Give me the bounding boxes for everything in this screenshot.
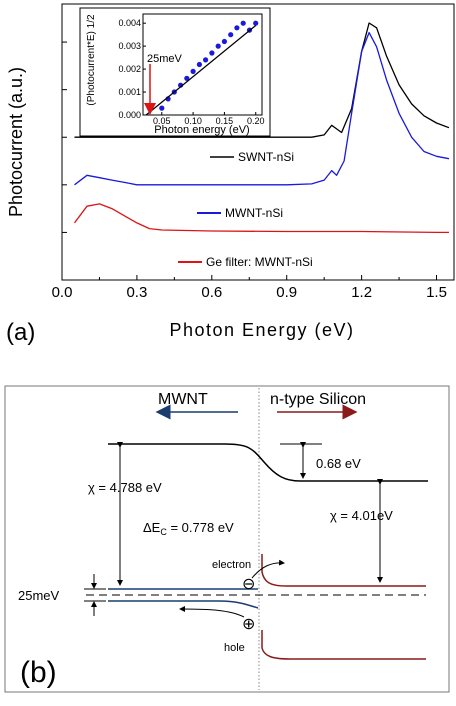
panel-b-frame (4, 385, 450, 693)
inset-x-tick-label: 0.05 (153, 116, 171, 126)
hole-symbol: ⊕ (242, 616, 255, 633)
inset-data-point (228, 32, 234, 38)
y-axis-label: Photocurrent (a.u.) (6, 67, 26, 217)
inset-y-tick-label: 0.004 (118, 18, 141, 28)
hole-label: hole (224, 642, 245, 654)
silicon-conduction-band (261, 554, 426, 587)
electron-arrow (251, 559, 285, 579)
series-line (74, 31, 450, 186)
electron-symbol: ⊖ (242, 576, 255, 593)
legend-mwnt-label: MWNT-nSi (225, 206, 283, 220)
electron-label: electron (212, 559, 251, 571)
gap-label: 25meV (18, 588, 60, 603)
inset-fit-line (145, 25, 257, 116)
chi-right-label: χ = 4.01eV (330, 508, 393, 523)
inset-x-ticks: 0.05 0.10 0.15 0.20 (153, 112, 265, 126)
legend-swnt: SWNT-nSi (210, 150, 294, 164)
hole-arrow (179, 606, 245, 618)
y-axis-ticks (62, 41, 67, 233)
inset-data-point (203, 57, 209, 63)
chi-left-label: χ = 4.788 eV (88, 480, 162, 495)
mwnt-lower-level (108, 600, 259, 609)
delta-ec-symbol: ΔE (143, 520, 161, 535)
inset-series-group (145, 20, 259, 116)
x-tick-label: 1.2 (351, 284, 372, 301)
inset-data-point (209, 50, 215, 56)
delta-ec-value: = 0.778 eV (167, 520, 234, 535)
inset-data-point (253, 20, 259, 26)
panel-a-label: (a) (6, 319, 35, 346)
legend-ge-label: Ge filter: MWNT-nSi (206, 255, 313, 269)
x-tick-label: 1.5 (426, 284, 447, 301)
legend-mwnt: MWNT-nSi (197, 206, 283, 220)
panel-b: MWNT n-type Silicon χ = 4.788 eV ΔEC = 0… (4, 385, 450, 693)
inset-x-label: Photon energy (eV) (154, 124, 249, 136)
inset-data-point (159, 105, 165, 111)
inset-y-ticks: 0.000 0.001 0.002 0.003 0.004 (118, 18, 146, 120)
main-series-group (73, 22, 450, 234)
inset-data-point (196, 61, 202, 68)
offset-label: 0.68 eV (316, 456, 361, 471)
inset-y-tick-label: 0.002 (118, 64, 141, 74)
inset-y-tick-label: 0.001 (118, 87, 141, 97)
vacuum-level-line (108, 443, 428, 482)
silicon-valence-band (261, 630, 426, 660)
x-tick-label: 0.9 (276, 284, 297, 301)
x-axis-label: Photon Energy (eV) (169, 320, 354, 340)
x-tick-label: 0.3 (126, 284, 147, 301)
plot-frame (61, 3, 455, 281)
legend-ge: Ge filter: MWNT-nSi (178, 255, 313, 269)
mwnt-label: MWNT (158, 391, 208, 408)
panel-b-label: (b) (20, 656, 57, 689)
inset-x-tick-label: 0.15 (216, 116, 234, 126)
inset-data-point (234, 25, 240, 31)
panel-a: 0.0 0.3 0.6 0.9 1.2 1.5 Photocurrent (a.u.) P… (6, 3, 455, 346)
inset-y-tick-label: 0.003 (118, 41, 141, 51)
inset-data-point (184, 75, 190, 81)
inset-x-tick-label: 0.10 (184, 116, 202, 126)
silicon-label: n-type Silicon (270, 391, 366, 408)
delta-ec-subscript: C (160, 527, 167, 537)
inset-annotation-label: 25meV (147, 53, 183, 65)
delta-ec-label: ΔEC = 0.778 eV (143, 520, 234, 537)
inset-y-tick-label: 0.000 (118, 110, 141, 120)
inset-data-point (190, 68, 196, 74)
x-tick-label: 0.0 (52, 284, 73, 301)
inset-y-label: (Photocurrent*E) 1/2 (86, 14, 97, 106)
inset-frame (79, 7, 271, 137)
inset-data-point (221, 38, 227, 45)
x-tick-label: 0.6 (201, 284, 222, 301)
inset-data-point (240, 20, 246, 26)
series-line (73, 203, 449, 234)
legend-swnt-label: SWNT-nSi (238, 150, 294, 164)
inset-data-point (215, 43, 221, 49)
inset-plot-area (142, 13, 263, 116)
inset-x-tick-label: 0.20 (247, 116, 265, 126)
x-axis-ticks: 0.0 0.3 0.6 0.9 1.2 1.5 (52, 275, 447, 301)
